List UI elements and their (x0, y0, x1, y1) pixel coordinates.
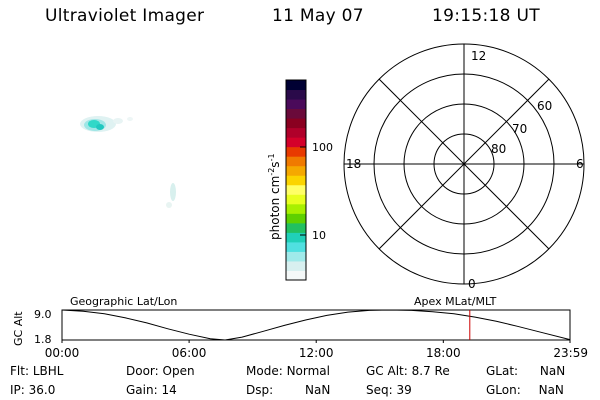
colorbar-segment (286, 232, 306, 243)
time-label: 19:15:18 UT (432, 6, 540, 26)
ip-value: 36.0 (28, 383, 56, 397)
colorbar-segment (286, 80, 306, 91)
plot-marks (61, 309, 571, 341)
ytick-label-bottom: 1.8 (34, 333, 52, 346)
colorbar-segment (286, 251, 306, 262)
colorbar-segment (286, 213, 306, 224)
gain-field: Gain: 14 (126, 383, 177, 397)
glat-field: GLat: NaN (486, 364, 566, 378)
plot-frame (61, 309, 571, 341)
instrument-title: Ultraviolet Imager (45, 6, 205, 26)
xtick-label: 23:59 (553, 346, 588, 360)
mlt-label-12: 12 (471, 49, 486, 63)
colorbar-segment (286, 165, 306, 176)
dsp-value: NaN (304, 383, 331, 397)
xtick-label: 06:00 (172, 346, 207, 360)
gcalt-value: 8.7 Re (411, 364, 450, 378)
ytick-label-top: 9.0 (34, 308, 52, 321)
lat-label-60: 60 (537, 99, 552, 113)
xtick-label: 18:00 (426, 346, 461, 360)
mode-field: Mode: Normal (246, 364, 330, 378)
altitude-series-line (61, 309, 571, 341)
lat-label-80: 80 (491, 142, 506, 156)
colorbar-segment (286, 270, 306, 281)
colorbar-segment (286, 175, 306, 186)
polar-grid (343, 43, 585, 285)
colorbar-segment (286, 222, 306, 233)
auroral-image (80, 116, 176, 208)
date-label: 11 May 07 (272, 6, 364, 26)
plot-ylabel: GC Alt (12, 311, 25, 346)
colorbar-segment (286, 99, 306, 110)
colorbar-segment (286, 127, 306, 138)
flt-value: LBHL (32, 364, 64, 378)
colorbar-segment (286, 241, 306, 252)
colorbar-segment (286, 137, 306, 148)
colorbar-unit-label: photon cm-2s-1 (267, 153, 282, 240)
colorbar-segment (286, 260, 306, 271)
mlt-label-6: 6 (576, 157, 584, 171)
colorbar-segment (286, 146, 306, 157)
colorbar-tick-label-10: 10 (312, 229, 326, 242)
lat-label-70: 70 (512, 122, 527, 136)
plot-title-left: Geographic Lat/Lon (70, 295, 177, 308)
plot-title-right: Apex MLat/MLT (414, 295, 497, 308)
colorbar-segment (286, 156, 306, 167)
glon-field: GLon: NaN (486, 383, 564, 397)
polar-diagonal-b (378, 78, 550, 250)
door-value: Open (162, 364, 195, 378)
mlt-label-0: 0 (468, 277, 476, 291)
mode-value: Normal (286, 364, 330, 378)
colorbar-segment (286, 184, 306, 195)
colorbar-segment (286, 194, 306, 205)
colorbar-segment (286, 118, 306, 129)
colorbar-frame (285, 79, 307, 281)
colorbar-segment (286, 203, 306, 214)
glon-value: NaN (538, 383, 564, 397)
flt-field: Flt: LBHL (10, 364, 64, 378)
seq-value: 39 (396, 383, 412, 397)
seq-field: Seq: 39 (366, 383, 412, 397)
dsp-field: Dsp: NaN (246, 383, 331, 397)
colorbar-tick-label-100: 100 (312, 141, 333, 154)
ip-field: IP: 36.0 (10, 383, 56, 397)
gain-value: 14 (161, 383, 177, 397)
gcalt-field: GC Alt: 8.7 Re (366, 364, 450, 378)
xtick-labels: 00:00 06:00 12:00 18:00 23:59 (45, 340, 588, 360)
xtick-label: 00:00 (45, 346, 80, 360)
glat-value: NaN (539, 364, 566, 378)
colorbar (285, 79, 307, 281)
mlt-label-18: 18 (346, 157, 361, 171)
colorbar-segment (286, 108, 306, 119)
xtick-label: 12:00 (299, 346, 334, 360)
door-field: Door: Open (126, 364, 195, 378)
colorbar-segment (286, 89, 306, 100)
